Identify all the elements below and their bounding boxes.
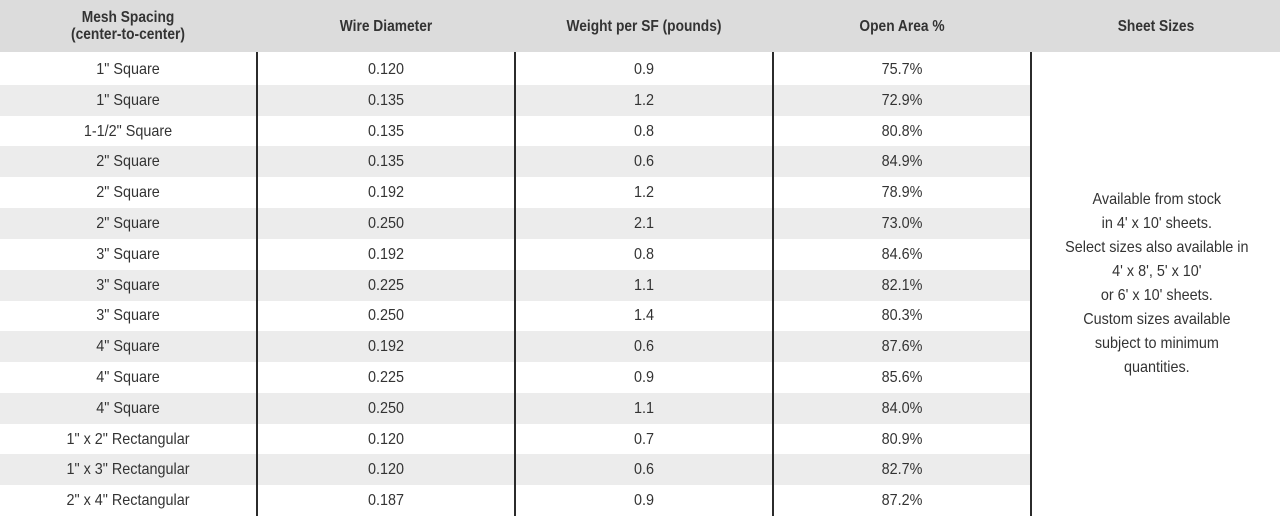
table-row: 3" Square 0.192 0.8 84.6%: [0, 239, 1030, 270]
cell-open-area: 85.6%: [881, 369, 923, 386]
cell-weight-per-sf: 0.7: [633, 430, 655, 448]
table-row: 4" Square 0.225 0.9 85.6%: [0, 362, 1030, 393]
cell-weight-per-sf: 1.1: [633, 276, 655, 294]
cell-mesh-spacing: 2" Square: [96, 153, 160, 171]
table-row: 2" Square 0.192 1.2 78.9%: [0, 177, 1030, 208]
cell-weight-per-sf: 0.9: [633, 369, 655, 386]
cell-wire-diameter: 0.250: [367, 215, 405, 232]
cell-mesh-spacing: 3" Square: [96, 276, 160, 294]
cell-open-area: 80.9%: [881, 430, 923, 448]
cell-open-area: 87.6%: [881, 338, 923, 356]
sheet-sizes-note-line: Available from stock: [1092, 191, 1222, 208]
cell-wire-diameter: 0.135: [367, 122, 405, 140]
cell-open-area: 84.0%: [881, 399, 923, 417]
sheet-sizes-note-line: Select sizes also available in: [1065, 239, 1249, 256]
cell-weight-per-sf: 0.9: [633, 61, 655, 78]
cell-open-area: 80.3%: [881, 307, 923, 325]
cell-wire-diameter: 0.135: [367, 91, 405, 109]
cell-mesh-spacing: 2" Square: [96, 184, 160, 202]
cell-wire-diameter: 0.120: [367, 430, 405, 448]
cell-open-area: 72.9%: [881, 91, 923, 109]
cell-wire-diameter: 0.225: [367, 369, 405, 386]
sheet-sizes-note-text: Available from stock in 4' x 10' sheets. S…: [1065, 188, 1248, 380]
table-row: 1" Square 0.120 0.9 75.7%: [0, 54, 1030, 85]
sheet-sizes-note-line: 4' x 8', 5' x 10': [1112, 263, 1202, 280]
sheet-sizes-note-line: in 4' x 10' sheets.: [1101, 215, 1213, 232]
cell-wire-diameter: 0.225: [367, 276, 405, 294]
cell-weight-per-sf: 1.2: [633, 184, 655, 202]
cell-mesh-spacing: 1" Square: [96, 61, 160, 78]
sheet-sizes-note: Available from stock in 4' x 10' sheets. S…: [1034, 52, 1280, 516]
cell-wire-diameter: 0.192: [367, 184, 405, 202]
cell-wire-diameter: 0.250: [367, 307, 405, 325]
cell-open-area: 82.7%: [881, 461, 923, 479]
cell-weight-per-sf: 1.1: [633, 399, 655, 417]
cell-open-area: 84.6%: [881, 245, 923, 263]
cell-open-area: 75.7%: [881, 61, 923, 78]
table-row: 1-1/2" Square 0.135 0.8 80.8%: [0, 116, 1030, 147]
header-mesh-spacing-line2: (center-to-center): [71, 26, 185, 43]
cell-mesh-spacing: 4" Square: [96, 399, 160, 417]
cell-open-area: 73.0%: [881, 215, 923, 232]
table-header: Mesh Spacing (center-to-center) Wire Dia…: [0, 0, 1280, 52]
cell-mesh-spacing: 4" Square: [96, 338, 160, 356]
sheet-sizes-note-line: quantities.: [1124, 359, 1190, 376]
cell-mesh-spacing: 1" Square: [96, 91, 160, 109]
header-weight-per-sf: Weight per SF (pounds): [566, 17, 722, 35]
cell-weight-per-sf: 0.6: [633, 461, 655, 479]
header-sheet-sizes: Sheet Sizes: [1117, 17, 1195, 35]
cell-open-area: 80.8%: [881, 122, 923, 140]
cell-weight-per-sf: 0.8: [633, 245, 655, 263]
table-row: 3" Square 0.250 1.4 80.3%: [0, 300, 1030, 331]
cell-wire-diameter: 0.192: [367, 245, 405, 263]
cell-mesh-spacing: 3" Square: [96, 307, 160, 325]
table-row: 1" x 2" Rectangular 0.120 0.7 80.9%: [0, 424, 1030, 455]
header-mesh-spacing-line1: Mesh Spacing: [81, 9, 175, 26]
column-divider: [772, 52, 774, 516]
cell-open-area: 87.2%: [881, 492, 923, 510]
sheet-sizes-note-line: subject to minimum: [1094, 335, 1220, 352]
column-divider: [256, 52, 258, 516]
cell-weight-per-sf: 0.8: [633, 122, 655, 140]
header-wire-diameter: Wire Diameter: [339, 17, 433, 35]
cell-weight-per-sf: 2.1: [633, 215, 655, 232]
header-mesh-spacing: Mesh Spacing (center-to-center): [18, 0, 238, 52]
cell-mesh-spacing: 4" Square: [96, 369, 160, 386]
header-open-area: Open Area %: [859, 17, 945, 35]
cell-mesh-spacing: 1" x 3" Rectangular: [66, 461, 190, 479]
cell-mesh-spacing: 3" Square: [96, 245, 160, 263]
cell-wire-diameter: 0.135: [367, 153, 405, 171]
cell-weight-per-sf: 0.9: [633, 492, 655, 510]
cell-weight-per-sf: 0.6: [633, 153, 655, 171]
cell-wire-diameter: 0.250: [367, 399, 405, 417]
cell-wire-diameter: 0.120: [367, 61, 405, 78]
column-divider: [514, 52, 516, 516]
cell-wire-diameter: 0.192: [367, 338, 405, 356]
cell-weight-per-sf: 1.2: [633, 91, 655, 109]
cell-weight-per-sf: 1.4: [633, 307, 655, 325]
cell-wire-diameter: 0.187: [367, 492, 405, 510]
cell-mesh-spacing: 2" x 4" Rectangular: [66, 492, 190, 510]
cell-wire-diameter: 0.120: [367, 461, 405, 479]
sheet-sizes-note-line: or 6' x 10' sheets.: [1101, 287, 1213, 304]
column-divider: [1030, 52, 1032, 516]
cell-mesh-spacing: 2" Square: [96, 215, 160, 232]
cell-weight-per-sf: 0.6: [633, 338, 655, 356]
table-row: 2" x 4" Rectangular 0.187 0.9 87.2%: [0, 485, 1030, 516]
sheet-sizes-note-line: Custom sizes available: [1083, 311, 1231, 328]
cell-open-area: 78.9%: [881, 184, 923, 202]
cell-mesh-spacing: 1-1/2" Square: [83, 122, 173, 140]
cell-mesh-spacing: 1" x 2" Rectangular: [66, 430, 190, 448]
cell-open-area: 84.9%: [881, 153, 923, 171]
cell-open-area: 82.1%: [881, 276, 923, 294]
